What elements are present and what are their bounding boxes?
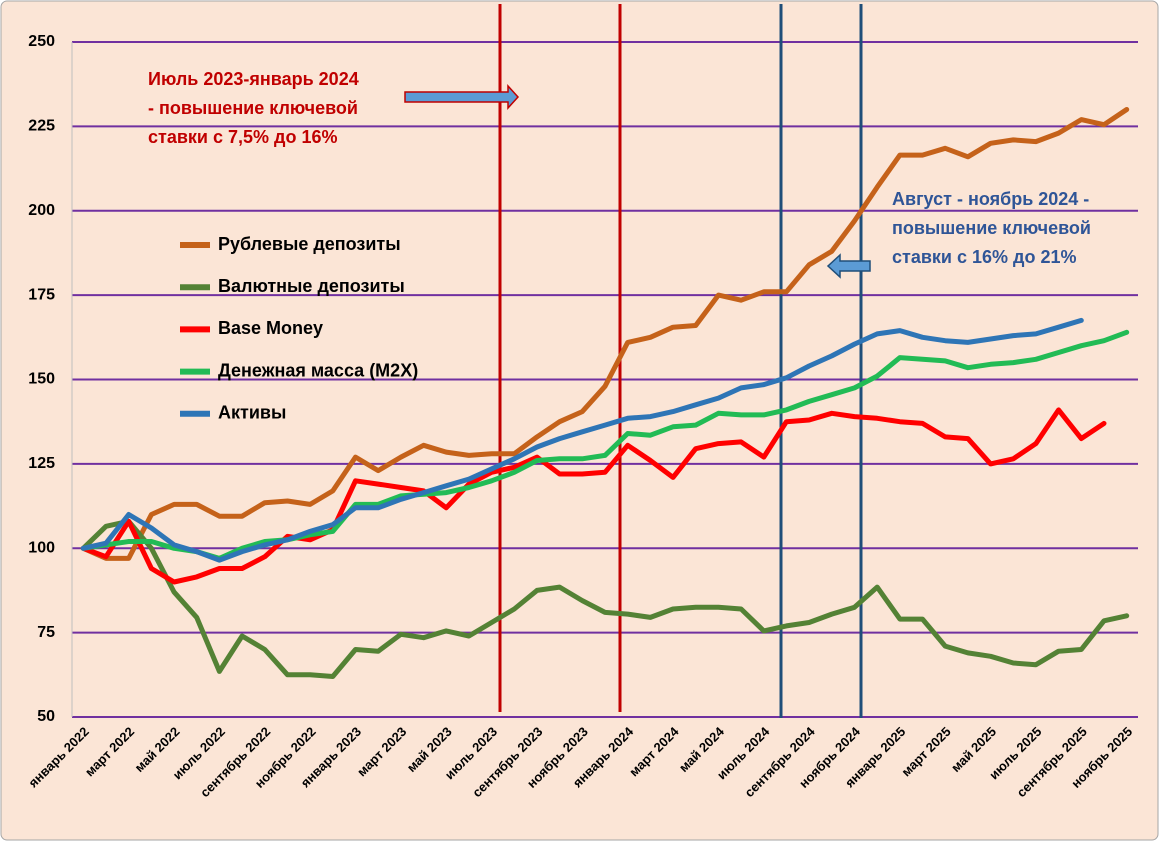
series-line: [80, 407, 1107, 585]
y-tick-label: 250: [28, 33, 55, 50]
y-tick-label: 50: [37, 708, 55, 725]
annotation: ставки с 7,5% до 16%: [148, 127, 337, 147]
legend-label: Base Money: [218, 318, 323, 338]
series-line: [80, 317, 1084, 563]
y-tick-label: 225: [28, 118, 55, 135]
y-tick-label: 125: [28, 455, 55, 472]
annotation: Июль 2023-январь 2024: [148, 69, 359, 89]
series-line: [80, 518, 1130, 679]
arrow: [826, 253, 871, 279]
annotation: - повышение ключевой: [148, 98, 358, 118]
legend-label: Рублевые депозиты: [218, 234, 401, 254]
y-tick-label: 200: [28, 202, 55, 219]
annotation: повышение ключевой: [892, 218, 1091, 238]
annotation: Август - ноябрь 2024 -: [892, 189, 1089, 209]
y-tick-label: 75: [37, 624, 55, 641]
legend-label: Активы: [218, 403, 286, 423]
annotation: ставки с 16% до 21%: [892, 247, 1076, 267]
arrow: [404, 84, 520, 110]
legend-label: Валютные депозиты: [218, 276, 405, 296]
legend-label: Денежная масса (М2Х): [218, 360, 418, 380]
y-tick-label: 175: [28, 286, 55, 303]
y-tick-label: 150: [28, 371, 55, 388]
y-tick-label: 100: [28, 539, 55, 556]
series-line: [80, 107, 1130, 561]
series-line: [80, 329, 1130, 561]
